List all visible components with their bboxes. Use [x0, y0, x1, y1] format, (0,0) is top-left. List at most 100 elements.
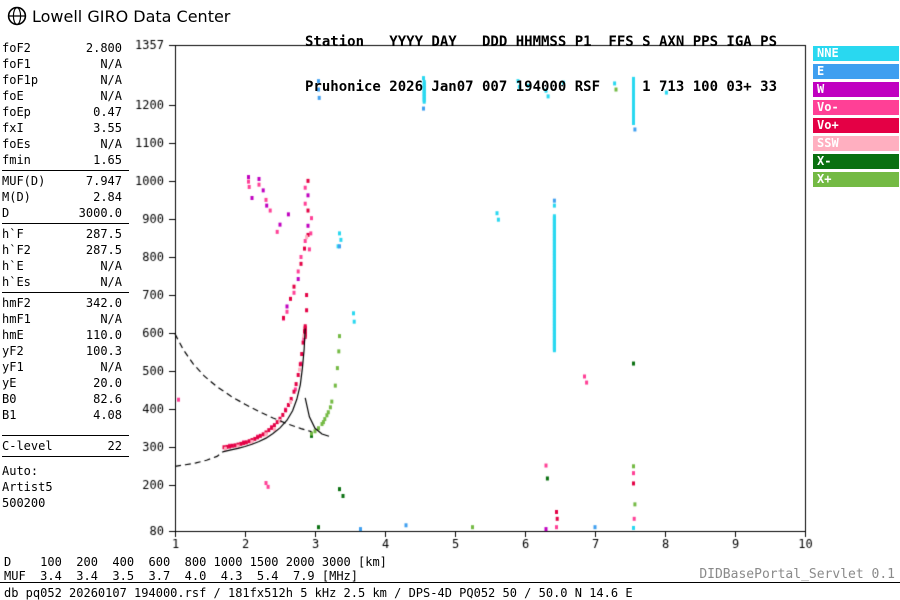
param-value: N/A: [100, 57, 122, 71]
param-value: 2.800: [85, 41, 122, 55]
param-value: N/A: [100, 259, 122, 273]
giro-logo-text: Lowell GIRO Data Center: [32, 6, 231, 26]
param-row-d: D 3000.0: [2, 205, 129, 221]
param-name: hmE: [2, 328, 24, 342]
param-name: hmF2: [2, 296, 31, 310]
param-name: foF1p: [2, 73, 39, 87]
param-value: 287.5: [85, 243, 122, 257]
param-row-fof2: foF2 2.800: [2, 40, 129, 56]
param-row-hes: h`Es N/A: [2, 274, 129, 290]
param-row-hme: hmE 110.0: [2, 327, 129, 343]
param-name: yE: [2, 376, 17, 390]
legend-item-ssw: SSW: [813, 136, 899, 151]
param-group: hmF2 342.0 hmF1 N/A hmE 110.0 yF2 100.3 yF1 N/A yE…: [2, 295, 129, 425]
param-row-fof1p: foF1p N/A: [2, 72, 129, 88]
param-row-he: h`E N/A: [2, 258, 129, 274]
param-value: 1.65: [93, 153, 122, 167]
param-value: 100.3: [85, 344, 122, 358]
param-name: foEs: [2, 137, 31, 151]
legend-item-nne: NNE: [813, 46, 899, 61]
param-name: B0: [2, 392, 17, 406]
param-value: 82.6: [93, 392, 122, 406]
param-value: 2.84: [93, 190, 122, 204]
param-name: h`F: [2, 227, 24, 241]
station-header-line1: Station YYYY DAY DDD HHMMSS P1 FFS S AXN…: [305, 34, 778, 50]
param-name: yF2: [2, 344, 24, 358]
param-value: 287.5: [85, 227, 122, 241]
param-row-yf2: yF2 100.3: [2, 343, 129, 359]
legend-item-x: X-: [813, 154, 899, 169]
auto-info-line: Auto:: [2, 464, 39, 478]
param-name: hmF1: [2, 312, 31, 326]
param-value: N/A: [100, 137, 122, 151]
param-value: N/A: [100, 275, 122, 289]
giro-logo-icon: [7, 6, 27, 26]
param-name: foE: [2, 89, 24, 103]
legend-item-vo: Vo+: [813, 118, 899, 133]
param-row-hf: h`F 287.5: [2, 226, 129, 242]
muf-scale-line: MUF 3.4 3.4 3.5 3.7 4.0 4.3 5.4 7.9 [MHz…: [4, 569, 359, 583]
param-row-hmf1: hmF1 N/A: [2, 311, 129, 327]
legend-item-x: X+: [813, 172, 899, 187]
param-name: MUF(D): [2, 174, 46, 188]
legend-item-e: E: [813, 64, 899, 79]
param-row-b1: B1 4.08: [2, 407, 129, 423]
param-row-ye: yE 20.0: [2, 375, 129, 391]
auto-info-line: Artist5: [2, 480, 53, 494]
param-name: fmin: [2, 153, 31, 167]
param-name: fxI: [2, 121, 24, 135]
direction-legend: NNE E W Vo- Vo+ SSW X- X+: [813, 46, 899, 190]
param-name: foF2: [2, 41, 31, 55]
param-row-foe: foE N/A: [2, 88, 129, 104]
param-row-foep: foEp 0.47: [2, 104, 129, 120]
param-value: 20.0: [93, 376, 122, 390]
param-group: h`F 287.5 h`F2 287.5 h`E N/A h`Es N/A: [2, 226, 129, 293]
param-row-fxi: fxI 3.55: [2, 120, 129, 136]
param-row-mufd: MUF(D) 7.947: [2, 173, 129, 189]
giro-logo: Lowell GIRO Data Center: [7, 6, 230, 26]
auto-info-line: 500200: [2, 496, 46, 510]
param-group: foF2 2.800 foF1 N/A foF1p N/A foE N/A foEp 0.47 fx…: [2, 40, 129, 171]
param-value: 342.0: [85, 296, 122, 310]
param-group: C-level 22: [2, 435, 129, 457]
param-row-hmf2: hmF2 342.0: [2, 295, 129, 311]
param-name: C-level: [2, 439, 53, 453]
param-value: N/A: [100, 89, 122, 103]
legend-item-w: W: [813, 82, 899, 97]
param-name: h`Es: [2, 275, 31, 289]
param-name: B1: [2, 408, 17, 422]
param-value: 4.08: [93, 408, 122, 422]
param-row-b0: B0 82.6: [2, 391, 129, 407]
param-value: N/A: [100, 73, 122, 87]
param-row-clevel: C-level 22: [2, 438, 129, 454]
param-row-fof1: foF1 N/A: [2, 56, 129, 72]
param-row-fmin: fmin 1.65: [2, 152, 129, 168]
param-value: 3.55: [93, 121, 122, 135]
station-header-line2: Pruhonice 2026 Jan07 007 194000 RSF 1 71…: [305, 79, 778, 95]
legend-item-vo: Vo-: [813, 100, 899, 115]
param-row-foes: foEs N/A: [2, 136, 129, 152]
param-value: 3000.0: [78, 206, 122, 220]
d-scale-line: D 100 200 400 600 800 1000 1500 2000 300…: [4, 555, 387, 569]
param-name: yF1: [2, 360, 24, 374]
param-row-yf1: yF1 N/A: [2, 359, 129, 375]
servlet-version-label: DIDBasePortal_Servlet 0.1: [699, 567, 895, 582]
param-group: MUF(D) 7.947 M(D) 2.84 D 3000.0: [2, 173, 129, 224]
param-name: h`F2: [2, 243, 31, 257]
param-value: 7.947: [85, 174, 122, 188]
param-value: 0.47: [93, 105, 122, 119]
param-row-hf2: h`F2 287.5: [2, 242, 129, 258]
param-name: foEp: [2, 105, 31, 119]
param-value: 110.0: [85, 328, 122, 342]
param-row-md: M(D) 2.84: [2, 189, 129, 205]
param-name: D: [2, 206, 10, 220]
status-line: db pq052 20260107 194000.rsf / 181fx512h…: [4, 586, 633, 600]
param-panel: foF2 2.800 foF1 N/A foF1p N/A foE N/A foEp 0.47 fx…: [2, 40, 129, 511]
param-name: M(D): [2, 190, 31, 204]
bottom-divider: [0, 582, 900, 583]
param-name: h`E: [2, 259, 24, 273]
param-value: N/A: [100, 312, 122, 326]
param-name: foF1: [2, 57, 31, 71]
station-header: Station YYYY DAY DDD HHMMSS P1 FFS S AXN…: [305, 5, 777, 110]
